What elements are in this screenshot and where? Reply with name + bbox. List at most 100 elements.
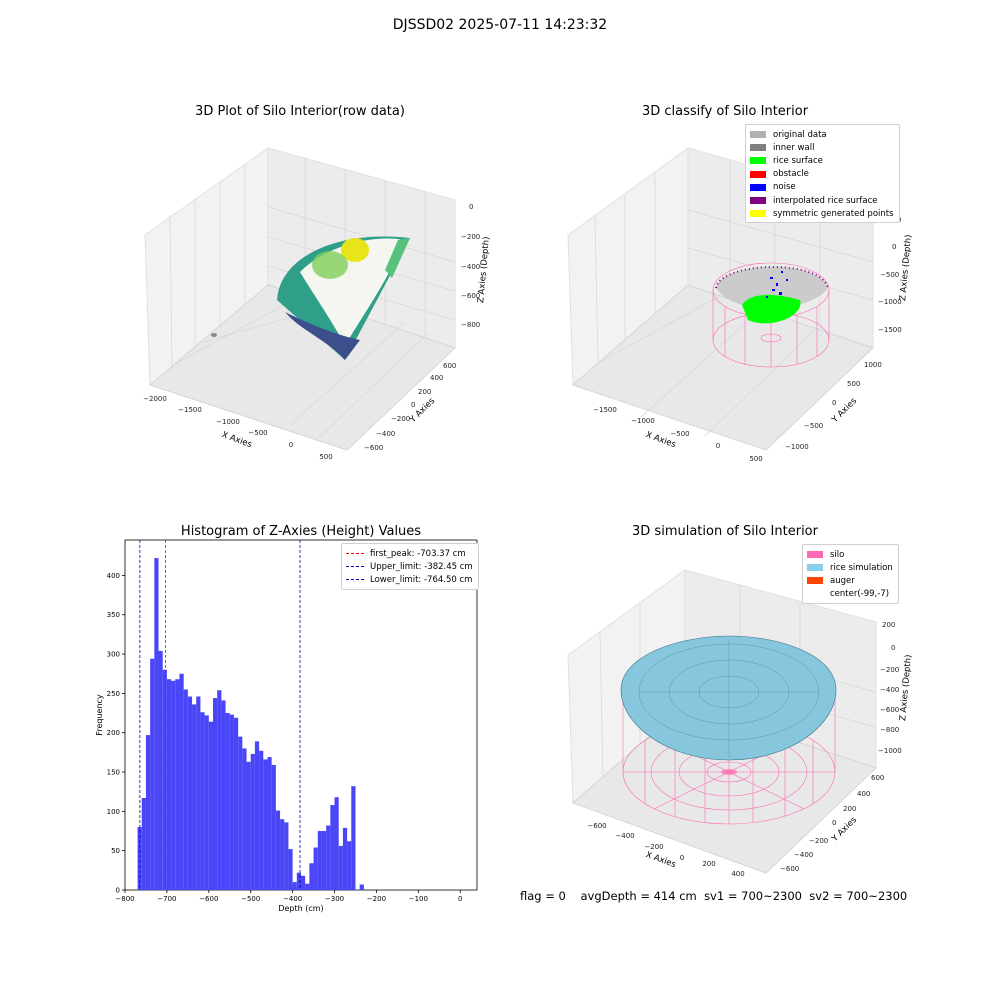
legend-swatch	[750, 197, 766, 205]
legend-swatch	[750, 183, 766, 191]
histogram-y-tick-label: 400	[107, 572, 120, 580]
legend-item-interpolated: interpolated rice surface	[750, 194, 894, 207]
legend-swatch	[807, 564, 823, 572]
legend-item-upper-limit: Upper_limit: -382.45 cm	[346, 560, 473, 573]
legend-item-symmetric: symmetric generated points	[750, 207, 894, 220]
histogram-y-tick-label: 100	[107, 808, 120, 816]
histogram-bar	[154, 558, 159, 890]
legend-swatch	[750, 157, 766, 165]
legend-label: original data	[773, 129, 827, 140]
histogram-bar	[326, 825, 331, 890]
histogram-bar	[196, 696, 201, 890]
legend-item-rice-simulation: rice simulation	[807, 561, 893, 574]
histogram-bar	[175, 679, 180, 890]
histogram-bar	[259, 750, 264, 890]
histogram-y-tick-label: 300	[107, 651, 120, 659]
histogram-bar	[296, 872, 301, 890]
legend-item-silo: silo	[807, 548, 893, 561]
legend-swatch	[807, 577, 823, 585]
status-line: flag = 0 avgDepth = 414 cm sv1 = 700~230…	[520, 889, 907, 903]
histogram-x-tick-label: −200	[367, 895, 386, 903]
histogram-bar	[137, 827, 142, 890]
histogram-bar	[158, 650, 163, 890]
histogram-bar	[208, 721, 213, 890]
histogram-bar	[179, 673, 184, 890]
legend-label: symmetric generated points	[773, 208, 894, 219]
histogram-bar	[317, 831, 322, 890]
histogram-y-tick-label: 0	[116, 887, 120, 895]
legend-swatch	[750, 144, 766, 152]
histogram-x-label: Depth (cm)	[278, 904, 323, 913]
legend-item-lower-limit: Lower_limit: -764.50 cm	[346, 573, 473, 586]
histogram-bar	[229, 714, 234, 890]
legend-label: silo	[830, 549, 845, 560]
histogram-title: Histogram of Z-Axies (Height) Values	[180, 524, 422, 539]
histogram-x-tick-label: −100	[409, 895, 428, 903]
histogram-bar	[275, 810, 281, 890]
histogram-bar	[250, 753, 255, 890]
legend-label: interpolated rice surface	[773, 195, 878, 206]
histogram-bar	[284, 822, 289, 890]
legend-label: auger	[830, 575, 855, 586]
legend-item-obstacle: obstacle	[750, 168, 894, 181]
histogram-bar	[183, 689, 188, 890]
legend-swatch	[750, 210, 766, 218]
histogram-y-ticks: 0 50 100 150 200 250 300 350 400	[107, 572, 125, 895]
legend-label: obstacle	[773, 169, 809, 180]
legend-swatch	[807, 551, 823, 559]
histogram-bar	[334, 797, 339, 890]
legend-item-first-peak: first_peak: -703.37 cm	[346, 547, 473, 560]
legend-label: Upper_limit: -382.45 cm	[370, 561, 473, 572]
legend-item-auger: auger	[807, 574, 893, 587]
histogram-bar	[204, 715, 209, 890]
sv2-text: sv2 = 700~2300	[809, 889, 908, 903]
histogram-bar	[267, 757, 272, 890]
histogram-bars	[137, 558, 364, 890]
legend-item-rice-surface: rice surface	[750, 154, 894, 167]
histogram-y-tick-label: 200	[107, 729, 120, 737]
histogram-x-tick-label: −700	[157, 895, 176, 903]
histogram-bar	[162, 669, 167, 890]
histogram-bar	[145, 735, 151, 890]
histogram-bar	[171, 680, 176, 890]
histogram-bar	[242, 748, 247, 890]
legend-label: center(-99,-7)	[830, 589, 890, 600]
legend-label: Lower_limit: -764.50 cm	[370, 574, 473, 585]
histogram-y-label: Frequency	[95, 694, 104, 736]
histogram-bar	[233, 717, 239, 890]
histogram-y-tick-label: 250	[107, 690, 120, 698]
sv1-text: sv1 = 700~2300	[704, 889, 802, 903]
histogram-x-tick-label: −600	[199, 895, 218, 903]
legend-line	[346, 553, 364, 555]
histogram-bar	[217, 690, 222, 890]
histogram-x-tick-label: −400	[283, 895, 302, 903]
legend-swatch	[750, 170, 766, 178]
raw-panel-title: 3D Plot of Silo Interior(row data)	[195, 104, 405, 119]
histogram-bar	[313, 847, 318, 890]
histogram-bar	[330, 805, 335, 890]
histogram-bar	[192, 704, 197, 890]
histogram-reference-lines	[139, 540, 301, 890]
histogram-bar	[246, 761, 251, 890]
histogram-bar	[321, 831, 327, 890]
legend-swatch	[807, 591, 823, 598]
legend-line	[346, 566, 364, 568]
legend-line	[346, 579, 364, 581]
histogram-legend: first_peak: -703.37 cm Upper_limit: -382…	[341, 543, 479, 590]
histogram-y-tick-label: 50	[111, 847, 120, 855]
histogram-bar	[141, 797, 146, 890]
histogram-bar	[288, 849, 293, 890]
histogram-bar	[347, 841, 352, 890]
classify-legend: original data inner wall rice surface ob…	[745, 124, 900, 224]
histogram-x-tick-label: −500	[241, 895, 260, 903]
histogram-bar	[338, 845, 343, 890]
legend-item-noise: noise	[750, 181, 894, 194]
histogram-bar	[359, 884, 364, 890]
legend-label: rice surface	[773, 155, 823, 166]
histogram-bar	[305, 883, 310, 890]
avg-depth-text: avgDepth = 414 cm	[580, 889, 697, 903]
histogram-x-tick-label: 0	[458, 895, 462, 903]
histogram-bar	[263, 759, 268, 890]
histogram-y-tick-label: 150	[107, 769, 120, 777]
